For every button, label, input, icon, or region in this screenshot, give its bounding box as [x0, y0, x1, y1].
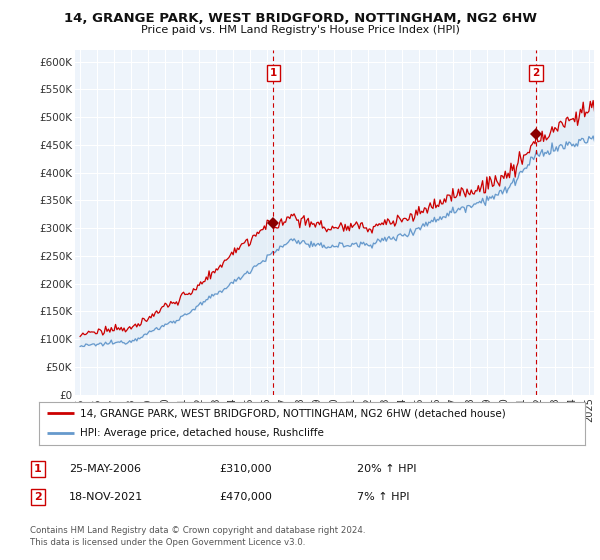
Text: 14, GRANGE PARK, WEST BRIDGFORD, NOTTINGHAM, NG2 6HW (detached house): 14, GRANGE PARK, WEST BRIDGFORD, NOTTING…: [80, 408, 506, 418]
Text: Contains HM Land Registry data © Crown copyright and database right 2024.
This d: Contains HM Land Registry data © Crown c…: [30, 526, 365, 547]
Text: 20% ↑ HPI: 20% ↑ HPI: [357, 464, 416, 474]
Text: 7% ↑ HPI: 7% ↑ HPI: [357, 492, 409, 502]
Text: 1: 1: [269, 68, 277, 78]
Text: Price paid vs. HM Land Registry's House Price Index (HPI): Price paid vs. HM Land Registry's House …: [140, 25, 460, 35]
Text: 2: 2: [532, 68, 539, 78]
Text: 1: 1: [34, 464, 41, 474]
Text: 25-MAY-2006: 25-MAY-2006: [69, 464, 141, 474]
Text: £310,000: £310,000: [219, 464, 272, 474]
Text: 18-NOV-2021: 18-NOV-2021: [69, 492, 143, 502]
Text: 14, GRANGE PARK, WEST BRIDGFORD, NOTTINGHAM, NG2 6HW: 14, GRANGE PARK, WEST BRIDGFORD, NOTTING…: [64, 12, 536, 25]
Text: £470,000: £470,000: [219, 492, 272, 502]
Text: 2: 2: [34, 492, 41, 502]
Text: HPI: Average price, detached house, Rushcliffe: HPI: Average price, detached house, Rush…: [80, 428, 324, 438]
